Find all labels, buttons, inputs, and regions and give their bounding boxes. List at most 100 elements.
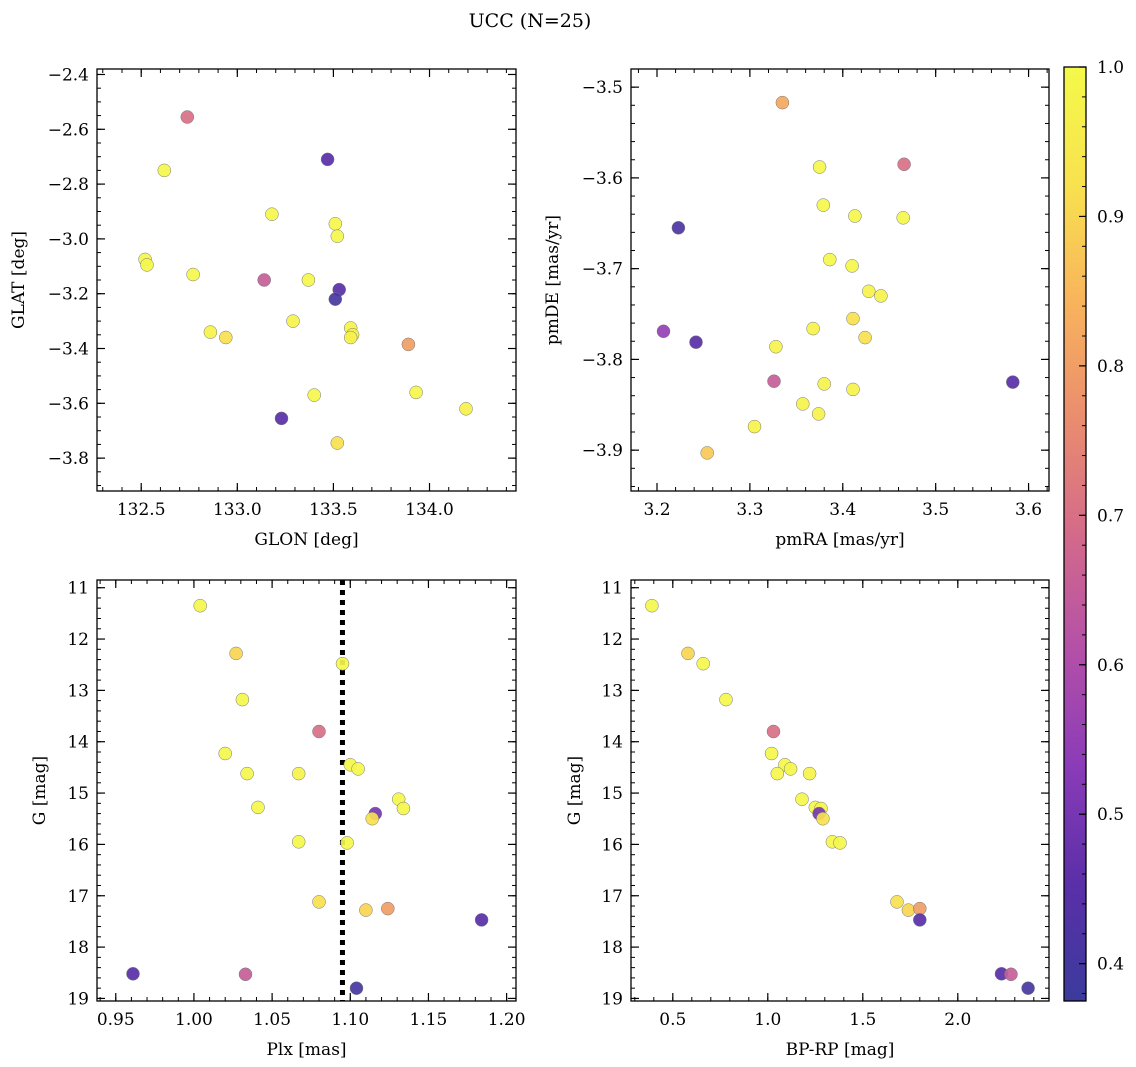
- x-tick-label: 132.5: [117, 500, 166, 520]
- scatter-point: [265, 207, 279, 221]
- scatter-point: [846, 382, 860, 397]
- scatter-point: [846, 311, 860, 326]
- scatter-point: [307, 388, 321, 402]
- scatter-point: [802, 766, 817, 781]
- scatter-point: [203, 325, 218, 339]
- x-tick-label: 3.5: [922, 500, 949, 520]
- scatter-point: [474, 913, 489, 927]
- y-tick-label: −3.2: [48, 285, 89, 305]
- y-tick-label: −3.8: [48, 449, 89, 469]
- scatter-point: [862, 284, 876, 299]
- panel-2: 3.2 3.3 3.4 3.5 3.6 −3.9 −3.8 −3.7 −3.6 −3.5 pmRA …: [543, 68, 1050, 550]
- x-tick-label: 3.3: [736, 500, 763, 520]
- scatter-point: [335, 656, 350, 671]
- panel-1: 132.5 133.0 133.5 134.0 −3.8 −3.6 −3.4 −3.2 −3.0…: [9, 65, 517, 550]
- scatter-point: [240, 766, 254, 781]
- scatter-point: [349, 981, 364, 995]
- scatter-point: [696, 656, 710, 671]
- scatter-point: [874, 289, 888, 303]
- x-tick-label: 133.5: [309, 500, 358, 520]
- y-tick-label: −3.8: [582, 350, 623, 370]
- scatter-point: [365, 811, 379, 826]
- colorbar-frame: [1063, 66, 1087, 1002]
- scatter-point: [291, 766, 306, 781]
- colorbar-tick-label: 0.7: [1097, 506, 1124, 526]
- scatter-point: [795, 792, 809, 806]
- x-tick-label: 3.6: [1015, 500, 1042, 520]
- y-tick-label: 12: [67, 630, 89, 650]
- scatter-point: [186, 267, 200, 282]
- colorbar: 0.4 0.5 0.6 0.7 0.8 0.9 1.0: [1063, 58, 1124, 1002]
- y-tick-label: −2.6: [48, 120, 89, 140]
- x-tick-label: 1.5: [849, 1010, 876, 1030]
- y-tick-label: −3.4: [48, 340, 89, 360]
- scatter-point: [764, 746, 779, 761]
- panel-3: 0.95 1.00 1.05 1.10 1.15 1.20 11 12 13 14 15 16 17 18…: [30, 579, 526, 1060]
- colorbar-tick-label: 0.5: [1097, 805, 1124, 825]
- scatter-point: [235, 692, 250, 707]
- scatter-point: [848, 209, 862, 223]
- x-tick-label: 3.2: [643, 500, 670, 520]
- y-tick-label: 19: [601, 989, 623, 1009]
- scatter-point: [381, 901, 395, 916]
- scatter-point: [783, 762, 798, 776]
- x-tick-label: 3.4: [829, 500, 856, 520]
- y-tick-label: −3.6: [582, 169, 623, 189]
- scatter-point: [913, 913, 927, 927]
- scatter-point: [833, 836, 847, 850]
- x-tick-label: 1.05: [253, 1010, 291, 1030]
- scatter-point: [312, 724, 326, 739]
- scatter-point: [238, 967, 253, 982]
- scatter-point: [823, 252, 837, 267]
- y-tick-label: −2.8: [48, 175, 89, 195]
- scatter-point: [1004, 967, 1018, 982]
- y-tick-label: 12: [601, 630, 623, 650]
- y-tick-label: −3.5: [582, 78, 623, 98]
- scatter-point: [401, 337, 416, 352]
- x-axis-label: pmRA [mas/yr]: [775, 530, 904, 550]
- scatter-point: [770, 766, 785, 781]
- y-tick-label: 13: [67, 681, 89, 701]
- scatter-point: [817, 377, 831, 391]
- colorbar-tick-label: 1.0: [1097, 58, 1124, 78]
- x-tick-label: 0.5: [659, 1010, 686, 1030]
- scatter-point: [766, 724, 781, 739]
- x-tick-label: 0.95: [97, 1010, 135, 1030]
- y-tick-label: −3.0: [48, 230, 89, 250]
- scatter-point: [645, 598, 659, 613]
- colorbar-tick-label: 0.6: [1097, 656, 1124, 676]
- y-tick-label: 16: [601, 835, 623, 855]
- colorbar-tick-label: 0.4: [1097, 955, 1124, 975]
- scatter-point: [459, 402, 473, 416]
- scatter-point: [274, 411, 289, 426]
- y-tick-label: −3.7: [582, 260, 623, 280]
- y-tick-label: −3.6: [48, 394, 89, 414]
- scatter-point: [328, 292, 343, 306]
- x-tick-label: 1.20: [488, 1010, 526, 1030]
- scatter-point: [157, 163, 172, 178]
- x-axis-label: GLON [deg]: [254, 530, 358, 550]
- scatter-point: [816, 198, 831, 212]
- scatter-point: [811, 407, 826, 421]
- y-tick-label: 18: [601, 938, 623, 958]
- colorbar-tick-label: 0.9: [1097, 207, 1124, 227]
- scatter-point: [351, 762, 365, 776]
- figure-title: UCC (N=25): [469, 10, 592, 32]
- y-tick-label: −3.9: [582, 441, 623, 461]
- axes-frame: [630, 579, 1050, 1002]
- scatter-point: [257, 273, 271, 287]
- scatter-panels: 132.5 133.0 133.5 134.0−3.8−3.6−3.4−3.2−3.0…: [9, 65, 1050, 1060]
- scatter-point: [681, 646, 695, 661]
- scatter-point: [656, 324, 671, 339]
- x-axis-label: Plx [mas]: [266, 1040, 346, 1060]
- scatter-point: [845, 259, 859, 273]
- scatter-point: [312, 895, 326, 909]
- y-tick-label: 15: [67, 784, 89, 804]
- scatter-point: [769, 339, 783, 354]
- y-tick-label: 16: [67, 835, 89, 855]
- scatter-point: [719, 692, 733, 707]
- y-tick-label: 13: [601, 681, 623, 701]
- x-tick-label: 1.0: [754, 1010, 781, 1030]
- scatter-point: [671, 221, 686, 235]
